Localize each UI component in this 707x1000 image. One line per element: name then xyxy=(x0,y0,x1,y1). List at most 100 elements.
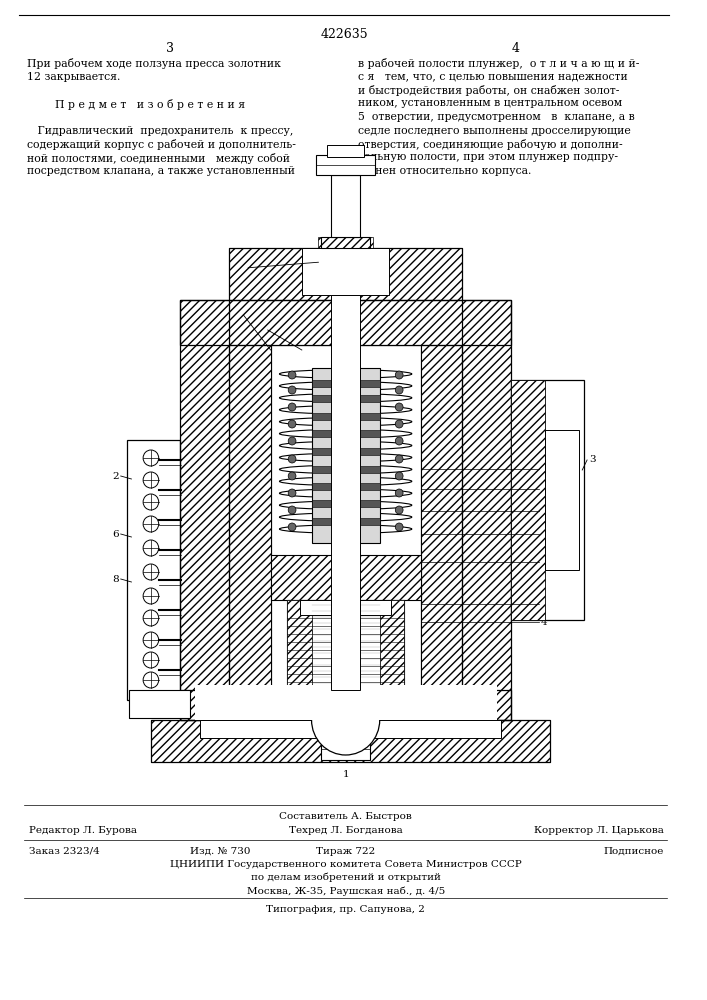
Bar xyxy=(511,380,545,620)
Bar xyxy=(312,466,380,473)
Text: 12: 12 xyxy=(540,465,554,474)
Circle shape xyxy=(143,472,158,488)
Text: и быстродействия работы, он снабжен золот-: и быстродействия работы, он снабжен золо… xyxy=(358,85,619,96)
Text: ной полостями, соединенными   между собой: ной полостями, соединенными между собой xyxy=(28,152,291,163)
Circle shape xyxy=(143,652,158,668)
Bar xyxy=(312,368,380,543)
Bar xyxy=(312,395,380,402)
Bar xyxy=(129,690,190,718)
Bar xyxy=(312,448,380,455)
Bar xyxy=(229,248,462,300)
Bar xyxy=(327,145,364,157)
Bar xyxy=(321,237,370,248)
Text: по делам изобретений и открытий: по делам изобретений и открытий xyxy=(251,873,440,882)
Text: 9: 9 xyxy=(540,558,547,567)
Circle shape xyxy=(288,371,296,379)
Text: Редактор Л. Бурова: Редактор Л. Бурова xyxy=(29,826,137,835)
Circle shape xyxy=(395,455,403,463)
Bar xyxy=(151,720,550,762)
Text: 8: 8 xyxy=(112,575,119,584)
Text: отверстия, соединяющие рабочую и дополни-: отверстия, соединяющие рабочую и дополни… xyxy=(358,139,623,150)
Text: с я   тем, что, с целью повышения надежности: с я тем, что, с целью повышения надежнос… xyxy=(358,72,628,82)
Circle shape xyxy=(143,610,158,626)
Text: Техред Л. Богданова: Техред Л. Богданова xyxy=(288,826,402,835)
Bar xyxy=(127,440,180,700)
Text: 7: 7 xyxy=(540,507,547,516)
Bar xyxy=(312,483,380,490)
Bar xyxy=(180,690,511,720)
Circle shape xyxy=(395,506,403,514)
Text: 12 закрывается.: 12 закрывается. xyxy=(28,72,121,82)
Circle shape xyxy=(288,420,296,428)
Circle shape xyxy=(288,489,296,497)
Circle shape xyxy=(395,371,403,379)
Bar xyxy=(312,380,380,387)
Circle shape xyxy=(288,506,296,514)
Circle shape xyxy=(143,450,158,466)
Bar xyxy=(180,300,229,720)
Circle shape xyxy=(395,420,403,428)
Text: Гидравлический  предохранитель  к прессу,: Гидравлический предохранитель к прессу, xyxy=(28,125,293,135)
Bar xyxy=(300,600,392,615)
Circle shape xyxy=(143,564,158,580)
Bar xyxy=(180,300,511,345)
Text: Корректор Л. Царькова: Корректор Л. Царькова xyxy=(534,826,664,835)
Bar xyxy=(287,600,404,685)
Bar xyxy=(312,413,380,420)
Text: Заказ 2323/4: Заказ 2323/4 xyxy=(29,847,100,856)
Text: 14: 14 xyxy=(228,263,242,272)
Circle shape xyxy=(288,472,296,480)
Text: посредством клапана, а также установленный: посредством клапана, а также установленн… xyxy=(28,166,296,176)
Text: При рабочем ходе ползуна пресса золотник: При рабочем ходе ползуна пресса золотник xyxy=(28,58,281,69)
Text: Москва, Ж-35, Раушская наб., д. 4/5: Москва, Ж-35, Раушская наб., д. 4/5 xyxy=(247,886,445,896)
Bar xyxy=(511,380,584,620)
Bar xyxy=(421,345,462,690)
Bar xyxy=(229,345,271,690)
Bar xyxy=(229,345,271,690)
Bar xyxy=(199,720,501,738)
Circle shape xyxy=(143,540,158,556)
Text: содержащий корпус с рабочей и дополнитель-: содержащий корпус с рабочей и дополнител… xyxy=(28,139,296,150)
Bar xyxy=(331,295,361,690)
Circle shape xyxy=(395,489,403,497)
Text: 10: 10 xyxy=(227,310,240,319)
Circle shape xyxy=(395,403,403,411)
Text: Изд. № 730: Изд. № 730 xyxy=(190,847,250,856)
Bar xyxy=(229,248,462,300)
Text: 2: 2 xyxy=(112,472,119,481)
Text: 4: 4 xyxy=(540,618,547,627)
Circle shape xyxy=(143,494,158,510)
Text: седле последнего выполнены дросселирующие: седле последнего выполнены дросселирующи… xyxy=(358,125,631,135)
Bar xyxy=(312,600,380,685)
Bar xyxy=(421,345,462,690)
Bar xyxy=(380,600,404,685)
Bar xyxy=(271,345,421,690)
Text: 3: 3 xyxy=(166,42,175,55)
Text: тельную полости, при этом плунжер подпру-: тельную полости, при этом плунжер подпру… xyxy=(358,152,619,162)
Text: 6: 6 xyxy=(112,530,119,539)
Circle shape xyxy=(143,516,158,532)
Text: 422635: 422635 xyxy=(320,28,368,41)
Text: жинен относительно корпуса.: жинен относительно корпуса. xyxy=(358,166,532,176)
Circle shape xyxy=(395,472,403,480)
Bar xyxy=(312,430,380,437)
Text: 13: 13 xyxy=(540,485,554,494)
Text: Типография, пр. Сапунова, 2: Типография, пр. Сапунова, 2 xyxy=(267,905,425,914)
Text: 15: 15 xyxy=(242,326,255,335)
Circle shape xyxy=(288,403,296,411)
Text: ником, установленным в центральном осевом: ником, установленным в центральном осево… xyxy=(358,99,622,108)
Bar xyxy=(317,155,375,175)
Bar xyxy=(151,720,550,762)
Bar xyxy=(302,248,390,295)
Circle shape xyxy=(395,523,403,531)
Bar xyxy=(545,430,579,570)
Text: Тираж 722: Тираж 722 xyxy=(316,847,375,856)
Bar xyxy=(271,555,421,600)
Text: Составитель А. Быстров: Составитель А. Быстров xyxy=(279,812,412,821)
Bar xyxy=(462,300,511,720)
Circle shape xyxy=(288,523,296,531)
Bar xyxy=(287,600,312,685)
Circle shape xyxy=(395,437,403,445)
Bar xyxy=(318,237,373,248)
Text: в рабочей полости плунжер,  о т л и ч а ю щ и й-: в рабочей полости плунжер, о т л и ч а ю… xyxy=(358,58,640,69)
